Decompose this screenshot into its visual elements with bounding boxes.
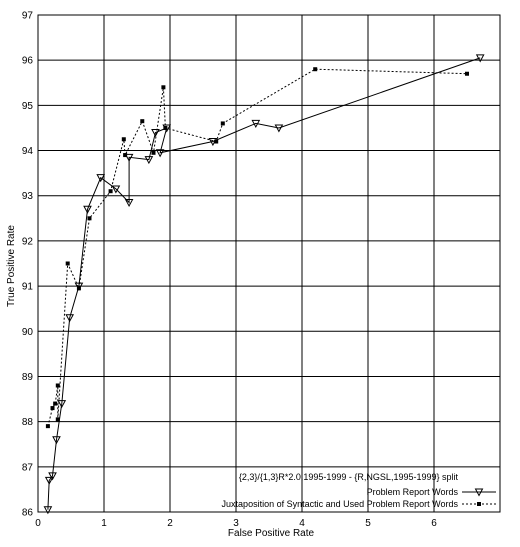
legend-marker-series-1 xyxy=(474,488,484,497)
data-point xyxy=(55,383,60,388)
data-point xyxy=(124,153,134,162)
data-point xyxy=(57,400,67,409)
data-point xyxy=(313,67,318,72)
data-point xyxy=(65,261,70,266)
grid xyxy=(38,15,500,512)
data-point xyxy=(53,401,58,406)
legend-marker-series-2 xyxy=(477,502,481,506)
series-layer xyxy=(43,54,485,515)
data-point xyxy=(220,121,225,126)
data-point xyxy=(140,119,145,124)
data-point xyxy=(121,137,126,142)
data-point xyxy=(48,472,57,481)
data-point xyxy=(45,424,50,429)
legend-title: {2,3}/{1,3}R*2.0,1995-1999 - {R,NGSL,199… xyxy=(239,472,459,482)
data-point xyxy=(161,85,166,90)
data-point xyxy=(465,71,469,76)
data-point xyxy=(108,189,113,194)
legend-label-series-1: Problem Report Words xyxy=(367,487,459,497)
y-tick-label: 94 xyxy=(22,146,34,157)
x-tick-label: 1 xyxy=(101,518,107,529)
data-point xyxy=(144,156,154,165)
y-tick-label: 91 xyxy=(22,282,34,293)
plot-area xyxy=(37,14,501,513)
series-1 xyxy=(43,54,485,515)
data-point xyxy=(44,476,54,485)
y-axis-label: True Positive Rate xyxy=(6,225,17,307)
y-tick-label: 87 xyxy=(22,462,34,473)
data-point xyxy=(52,436,61,445)
series-1-line xyxy=(47,57,481,510)
data-point xyxy=(83,205,92,214)
x-tick-label: 5 xyxy=(365,518,371,529)
data-point xyxy=(124,199,134,208)
legend: {2,3}/{1,3}R*2.0,1995-1999 - {R,NGSL,199… xyxy=(222,472,496,509)
data-point xyxy=(151,128,160,138)
y-tick-label: 96 xyxy=(22,56,34,67)
data-point xyxy=(214,139,219,144)
data-point xyxy=(163,125,168,130)
x-axis-label: False Positive Rate xyxy=(228,528,315,539)
data-point xyxy=(123,153,128,158)
x-tick-label: 6 xyxy=(431,518,437,529)
data-point xyxy=(43,506,53,515)
x-tick-label: 3 xyxy=(233,518,239,529)
data-point xyxy=(65,314,75,323)
data-point xyxy=(111,185,121,194)
data-point xyxy=(155,149,165,158)
legend-label-series-2: Juxtaposition of Syntactic and Used Prob… xyxy=(222,499,459,509)
y-tick-label: 88 xyxy=(22,417,34,428)
data-point xyxy=(74,282,84,291)
y-tick-label: 92 xyxy=(22,236,34,247)
y-tick-label: 95 xyxy=(22,101,34,112)
data-point xyxy=(55,417,60,422)
data-point xyxy=(475,54,485,63)
y-tick-label: 89 xyxy=(22,372,34,383)
y-tick-label: 93 xyxy=(22,191,34,202)
data-point xyxy=(96,174,106,183)
tick-labels: 0 1 2 3 4 5 6 86 87 88 89 90 91 92 93 94 95 96 97 xyxy=(22,11,437,530)
data-point xyxy=(87,216,92,221)
y-tick-label: 86 xyxy=(22,508,34,519)
data-point xyxy=(50,406,55,411)
y-tick-label: 90 xyxy=(22,327,34,338)
data-point xyxy=(151,150,156,155)
y-tick-label: 97 xyxy=(22,11,34,22)
x-tick-label: 4 xyxy=(299,518,305,529)
x-tick-label: 2 xyxy=(167,518,173,529)
data-point xyxy=(274,124,284,133)
legend-samples xyxy=(462,488,496,506)
series-2 xyxy=(45,67,469,429)
data-point xyxy=(251,119,261,128)
x-tick-label: 0 xyxy=(35,518,41,529)
data-point xyxy=(76,286,81,291)
